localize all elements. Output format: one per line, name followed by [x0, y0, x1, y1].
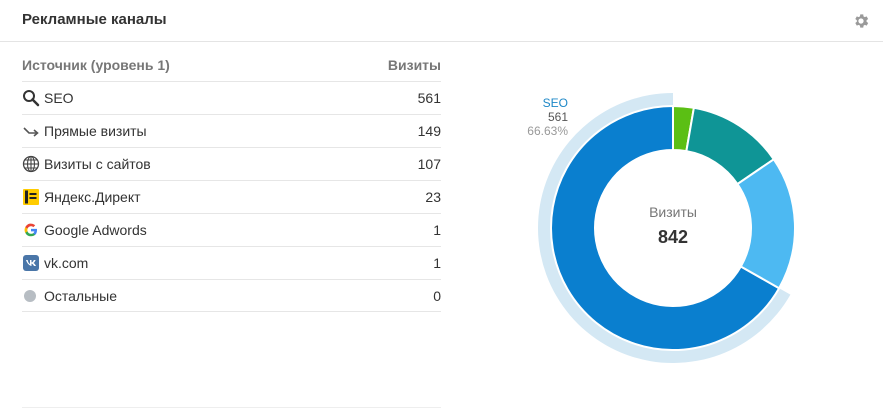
- chart-callout: SEO 561 66.63%: [520, 96, 568, 138]
- chart-slice[interactable]: [550, 104, 781, 351]
- yandex-direct-icon: [23, 189, 39, 205]
- callout-percent: 66.63%: [527, 124, 568, 138]
- row-label: Остальные: [44, 287, 117, 304]
- row-value: 23: [425, 189, 441, 205]
- row-label: Визиты с сайтов: [44, 156, 151, 172]
- row-label: SEO: [44, 90, 74, 106]
- gear-icon[interactable]: [852, 12, 870, 30]
- direct-arrow-icon: [23, 127, 39, 137]
- vk-icon: [23, 255, 39, 271]
- chart-center-label: Визиты: [649, 204, 697, 220]
- widget-title: Рекламные каналы: [22, 11, 167, 28]
- row-label: vk.com: [44, 255, 89, 271]
- chart-center-total: 842: [658, 227, 688, 247]
- globe-icon: [22, 155, 40, 173]
- donut-chart: Визиты 842: [538, 93, 796, 363]
- row-label: Яндекс.Директ: [44, 189, 141, 205]
- google-icon: [24, 223, 37, 237]
- table-row-direct[interactable]: Прямые визиты 149: [22, 114, 441, 147]
- row-label: Google Adwords: [44, 222, 147, 238]
- row-label: Прямые визиты: [44, 123, 147, 139]
- widget-header: Рекламные каналы: [0, 0, 883, 42]
- table-row-yandex-direct[interactable]: Яндекс.Директ 23: [22, 180, 441, 213]
- row-value: 0: [433, 287, 441, 304]
- table-row-seo[interactable]: SEO 561: [22, 81, 441, 114]
- chart-slice[interactable]: [736, 157, 796, 290]
- row-value: 561: [417, 90, 441, 106]
- table-row-vk[interactable]: vk.com 1: [22, 246, 441, 279]
- search-icon: [23, 90, 40, 107]
- table-row-other[interactable]: Остальные 0: [22, 279, 441, 312]
- table-header: Источник (уровень 1) Визиты: [22, 48, 441, 81]
- column-header-visits[interactable]: Визиты: [387, 56, 441, 73]
- sources-table: Источник (уровень 1) Визиты SEO 561 Прям…: [22, 48, 441, 312]
- table-row-google-adwords[interactable]: Google Adwords 1: [22, 213, 441, 246]
- table-row-sites[interactable]: Визиты с сайтов 107: [22, 147, 441, 180]
- row-value: 1: [433, 255, 441, 271]
- column-header-source[interactable]: Источник (уровень 1): [22, 56, 170, 73]
- row-value: 107: [417, 156, 441, 172]
- row-value: 149: [417, 123, 441, 139]
- divider: [22, 407, 441, 408]
- callout-value: 561: [547, 110, 568, 124]
- row-value: 1: [433, 222, 441, 238]
- grey-dot-icon: [24, 289, 36, 302]
- callout-name: SEO: [542, 96, 568, 110]
